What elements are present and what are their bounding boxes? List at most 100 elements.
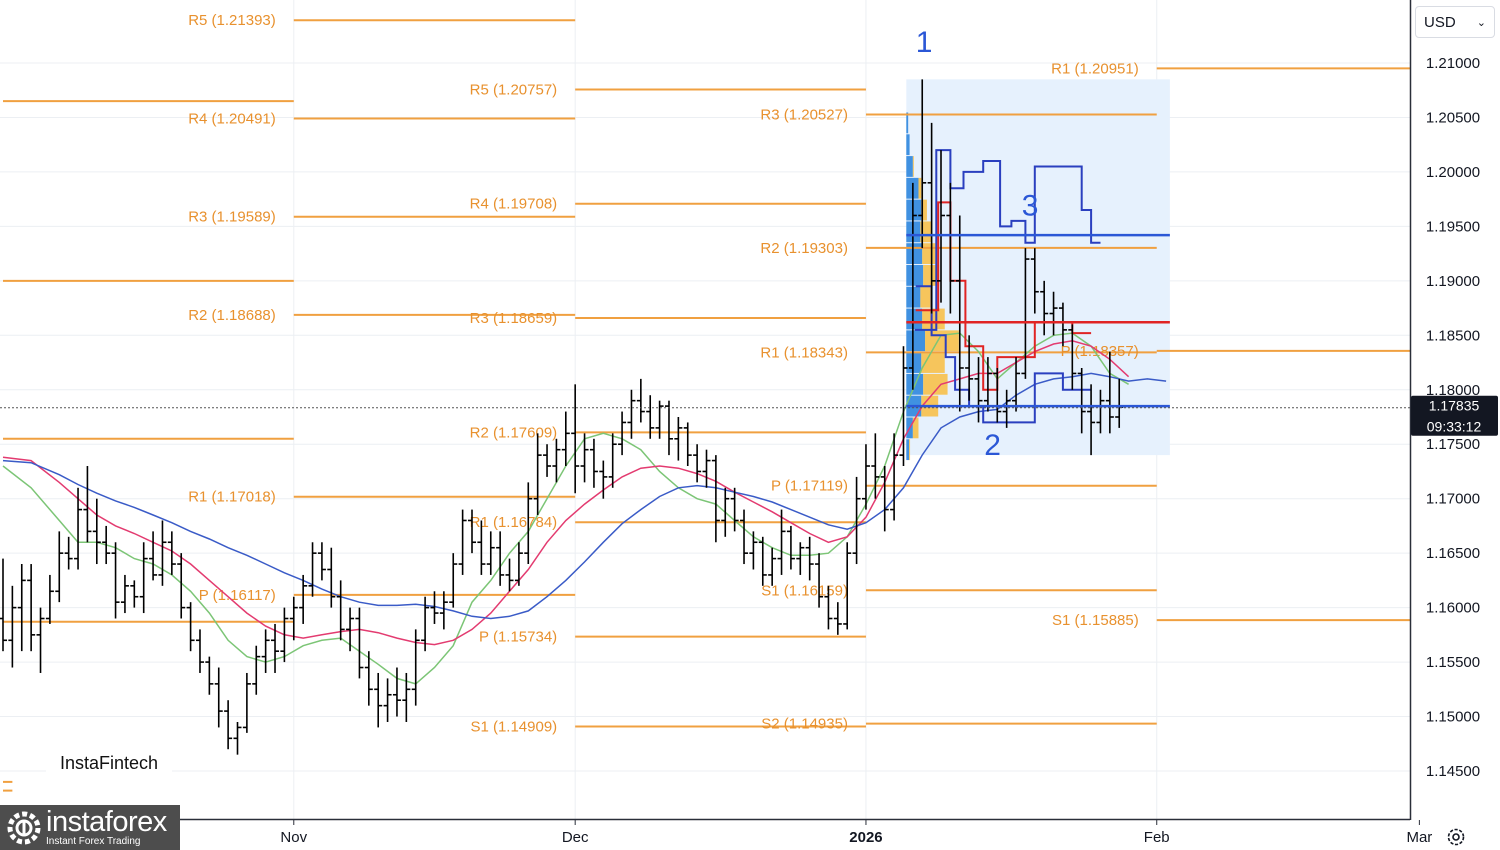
ohlc-bar — [111, 542, 120, 619]
ohlc-bar — [74, 487, 83, 570]
ohlc-bar — [158, 520, 167, 586]
ohlc-bar — [271, 623, 280, 673]
pivot-label: P (1.16117) — [199, 587, 276, 604]
pivot-label: R5 (1.21393) — [188, 12, 276, 29]
pivot-label: R3 (1.19589) — [188, 209, 276, 226]
ohlc-bar — [439, 591, 448, 630]
time-axis[interactable]: Nov Dec 2026 Feb Mar — [0, 818, 1500, 850]
ohlc-bar — [8, 585, 17, 668]
currency-label: USD — [1424, 13, 1456, 31]
last-price-tag: 1.17835 09:33:12 — [1411, 395, 1498, 436]
vwap-line-blue — [914, 149, 1101, 331]
price-tick-label: 1.15500 — [1426, 654, 1480, 671]
ohlc-bar — [195, 629, 204, 673]
ohlc-bar — [646, 395, 655, 439]
price-tick-label: 1.15000 — [1426, 709, 1480, 726]
profile-bar-blue — [906, 439, 910, 461]
ohlc-bar — [224, 700, 233, 750]
ohlc-bar — [308, 542, 317, 597]
pivot-label: R1 (1.18343) — [760, 344, 848, 361]
ohlc-bar — [805, 536, 814, 581]
pivot-label: S1 (1.14909) — [470, 718, 557, 735]
pivot-label: P (1.17119) — [771, 478, 848, 495]
ohlc-bar — [1068, 324, 1077, 390]
profile-bar-yellow — [912, 417, 919, 439]
ohlc-bar — [580, 433, 589, 483]
moving-average-blue — [2, 372, 1167, 620]
profile-box — [906, 79, 1170, 456]
ohlc-bar — [1049, 291, 1058, 336]
ohlc-bar — [411, 629, 420, 706]
ohlc-bar — [421, 596, 430, 652]
ohlc-bar — [102, 525, 111, 565]
price-tag-countdown: 09:33:12 — [1427, 419, 1482, 435]
ohlc-bar — [768, 547, 777, 586]
ohlc-bar — [796, 542, 805, 575]
ohlc-bar — [937, 150, 945, 303]
wave-annotations: 1 3 2 — [916, 26, 1039, 462]
time-axis-bg — [0, 820, 1500, 850]
price-tick-label: 1.19500 — [1426, 218, 1480, 235]
ohlc-bar — [1077, 367, 1086, 434]
ohlc-bar — [1105, 351, 1114, 434]
profile-bar-yellow — [923, 373, 948, 395]
price-tick-label: 1.21000 — [1426, 55, 1480, 72]
profile-bar-yellow — [922, 243, 936, 265]
ohlc-bar — [833, 602, 842, 635]
pivot-label: R5 (1.20757) — [470, 81, 558, 98]
ohlc-bar — [758, 536, 767, 586]
pivot-label: R4 (1.20491) — [188, 110, 276, 127]
instaforex-logo: instaforex Instant Forex Trading — [0, 805, 180, 850]
ohlc-bar — [571, 384, 580, 494]
ohlc-bars — [0, 79, 1124, 755]
ohlc-bar — [430, 591, 439, 624]
ohlc-bar — [843, 542, 852, 630]
ohlc-bar — [674, 417, 683, 461]
ohlc-bar — [1096, 389, 1105, 434]
ohlc-bar — [1012, 357, 1021, 412]
pivot-label: R2 (1.17609) — [470, 424, 558, 441]
ohlc-bar — [327, 547, 336, 608]
ohlc-bar — [374, 672, 383, 728]
ohlc-bar — [693, 444, 702, 483]
price-tag-value: 1.17835 — [1429, 398, 1480, 414]
ohlc-bar — [449, 553, 458, 608]
ohlc-bar — [974, 357, 983, 423]
instafintech-text: InstaFintech — [59, 752, 159, 773]
ohlc-bar — [177, 553, 186, 619]
ohlc-bar — [589, 438, 598, 488]
ohlc-bar — [299, 574, 308, 624]
ohlc-bar — [927, 122, 936, 314]
ohlc-bar — [890, 433, 899, 521]
instaforex-brand: instaforex — [46, 806, 167, 838]
time-tick-label: Feb — [1144, 829, 1170, 846]
ohlc-bar — [514, 542, 523, 586]
ohlc-bar — [364, 651, 373, 706]
ohlc-bar — [83, 466, 92, 543]
time-tick-label: 2026 — [849, 829, 882, 846]
price-tick-label: 1.19000 — [1426, 273, 1480, 290]
pivot-label: P (1.15734) — [479, 629, 557, 646]
ohlc-bar — [167, 531, 176, 575]
profile-bar-blue — [906, 308, 923, 330]
price-tag-bg — [1411, 395, 1498, 436]
ohlc-bar — [749, 531, 758, 570]
ohlc-bar — [383, 678, 392, 722]
ohlc-bar — [543, 444, 552, 477]
settings-icon[interactable] — [1444, 825, 1468, 849]
ohlc-bar — [120, 574, 129, 614]
profile-bar-yellow — [920, 286, 932, 308]
ohlc-bar — [965, 335, 974, 401]
currency-select[interactable]: USD ⌄ — [1415, 6, 1495, 38]
ohlc-bar — [402, 672, 411, 722]
ohlc-bar — [55, 531, 64, 603]
ohlc-bar — [740, 509, 749, 565]
profile-bar-yellow — [921, 352, 945, 373]
ohlc-bar — [946, 182, 955, 314]
wave-label: 1 — [916, 26, 933, 59]
ohlc-bar — [149, 531, 158, 581]
ohlc-bar — [92, 498, 101, 565]
profile-bar-blue — [906, 243, 923, 265]
ohlc-bar — [599, 460, 608, 499]
